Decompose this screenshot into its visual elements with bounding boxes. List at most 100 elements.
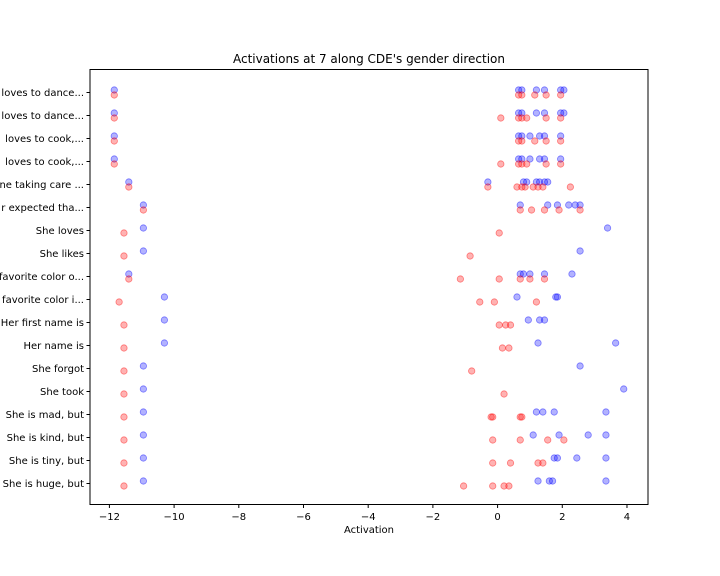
red-point: [560, 436, 568, 444]
y-tick-label: She took: [40, 387, 84, 398]
red-point: [125, 275, 133, 283]
red-point: [518, 160, 526, 168]
red-point: [476, 298, 484, 306]
red-point: [566, 183, 574, 191]
x-axis-label: Activation: [344, 525, 394, 536]
red-point: [542, 114, 550, 122]
blue-point: [550, 408, 558, 416]
blue-point: [540, 178, 549, 186]
blue-point: [536, 316, 544, 324]
x-tick-label: −12: [99, 512, 120, 523]
points-layer: [110, 86, 628, 490]
blue-point: [139, 224, 147, 232]
blue-point: [544, 201, 552, 209]
blue-point: [515, 109, 523, 117]
blue-point: [540, 270, 549, 278]
y-tick-label: Her name is: [24, 341, 85, 352]
blue-point: [576, 362, 584, 370]
y-tick-label: She likes: [40, 249, 84, 260]
blue-point: [557, 109, 565, 117]
blue-point: [602, 408, 610, 416]
red-point: [515, 91, 523, 99]
red-point: [557, 114, 565, 122]
red-point: [500, 482, 508, 490]
red-point: [490, 298, 498, 306]
blue-point: [125, 270, 133, 278]
blue-point: [125, 178, 133, 186]
blue-point: [584, 431, 592, 439]
y-tick-label: She loves: [36, 226, 84, 237]
red-point: [529, 183, 537, 191]
blue-point: [518, 132, 526, 140]
red-point: [489, 436, 497, 444]
red-point: [139, 206, 147, 214]
x-tick-label: −4: [361, 512, 376, 523]
blue-point: [110, 132, 118, 140]
blue-point: [110, 155, 118, 163]
red-point: [505, 344, 513, 352]
red-point: [468, 367, 476, 375]
blue-point: [532, 86, 541, 94]
red-point: [531, 91, 539, 99]
red-point: [521, 183, 529, 191]
red-point: [515, 114, 523, 122]
red-point: [518, 183, 526, 191]
blue-point: [539, 408, 547, 416]
red-point: [120, 321, 128, 329]
red-point: [115, 298, 123, 306]
blue-point: [550, 454, 558, 462]
red-point: [506, 321, 515, 329]
red-point: [495, 321, 503, 329]
blue-point: [548, 477, 557, 485]
blue-point: [532, 408, 541, 416]
x-tick-label: −8: [231, 512, 246, 523]
red-point: [542, 91, 550, 99]
red-point: [489, 413, 497, 421]
red-point: [516, 275, 524, 283]
red-point: [120, 390, 128, 398]
y-axis: loves to dance... loves to dance... loves …: [0, 88, 90, 490]
blue-point: [515, 132, 523, 140]
blue-point: [139, 477, 147, 485]
blue-point: [518, 86, 526, 94]
red-point: [110, 137, 118, 145]
blue-point: [160, 293, 168, 301]
red-point: [557, 137, 565, 145]
y-tick-label: She is mad, but: [6, 410, 84, 421]
blue-point: [536, 155, 544, 163]
x-tick-label: 0: [494, 512, 500, 523]
blue-point: [536, 132, 544, 140]
red-point: [557, 160, 565, 168]
blue-point: [565, 201, 573, 209]
red-point: [515, 137, 523, 145]
y-tick-label: favorite color o...: [0, 272, 84, 283]
red-point: [539, 459, 547, 467]
x-tick-label: 4: [624, 512, 630, 523]
blue-point: [571, 201, 579, 209]
x-tick-label: −2: [426, 512, 441, 523]
chart-title: Activations at 7 along CDE's gender dire…: [233, 52, 505, 66]
blue-point: [602, 454, 610, 462]
red-point: [539, 183, 547, 191]
red-point: [466, 252, 474, 260]
blue-point: [513, 293, 521, 301]
blue-point: [516, 270, 524, 278]
blue-point: [553, 201, 562, 209]
blue-point: [536, 178, 544, 186]
red-point: [534, 459, 542, 467]
blue-point: [576, 201, 584, 209]
blue-point: [555, 431, 563, 439]
blue-point: [612, 339, 620, 347]
red-point: [523, 160, 531, 168]
blue-point: [540, 132, 549, 140]
red-point: [484, 183, 492, 191]
x-tick-label: −6: [296, 512, 311, 523]
red-point: [555, 206, 563, 214]
plot-frame: [89, 69, 649, 505]
blue-point: [620, 385, 628, 393]
red-point: [523, 114, 531, 122]
red-point: [557, 91, 565, 99]
y-tick-label: loves to dance...: [1, 88, 84, 99]
y-tick-label: r expected tha...: [1, 203, 84, 214]
